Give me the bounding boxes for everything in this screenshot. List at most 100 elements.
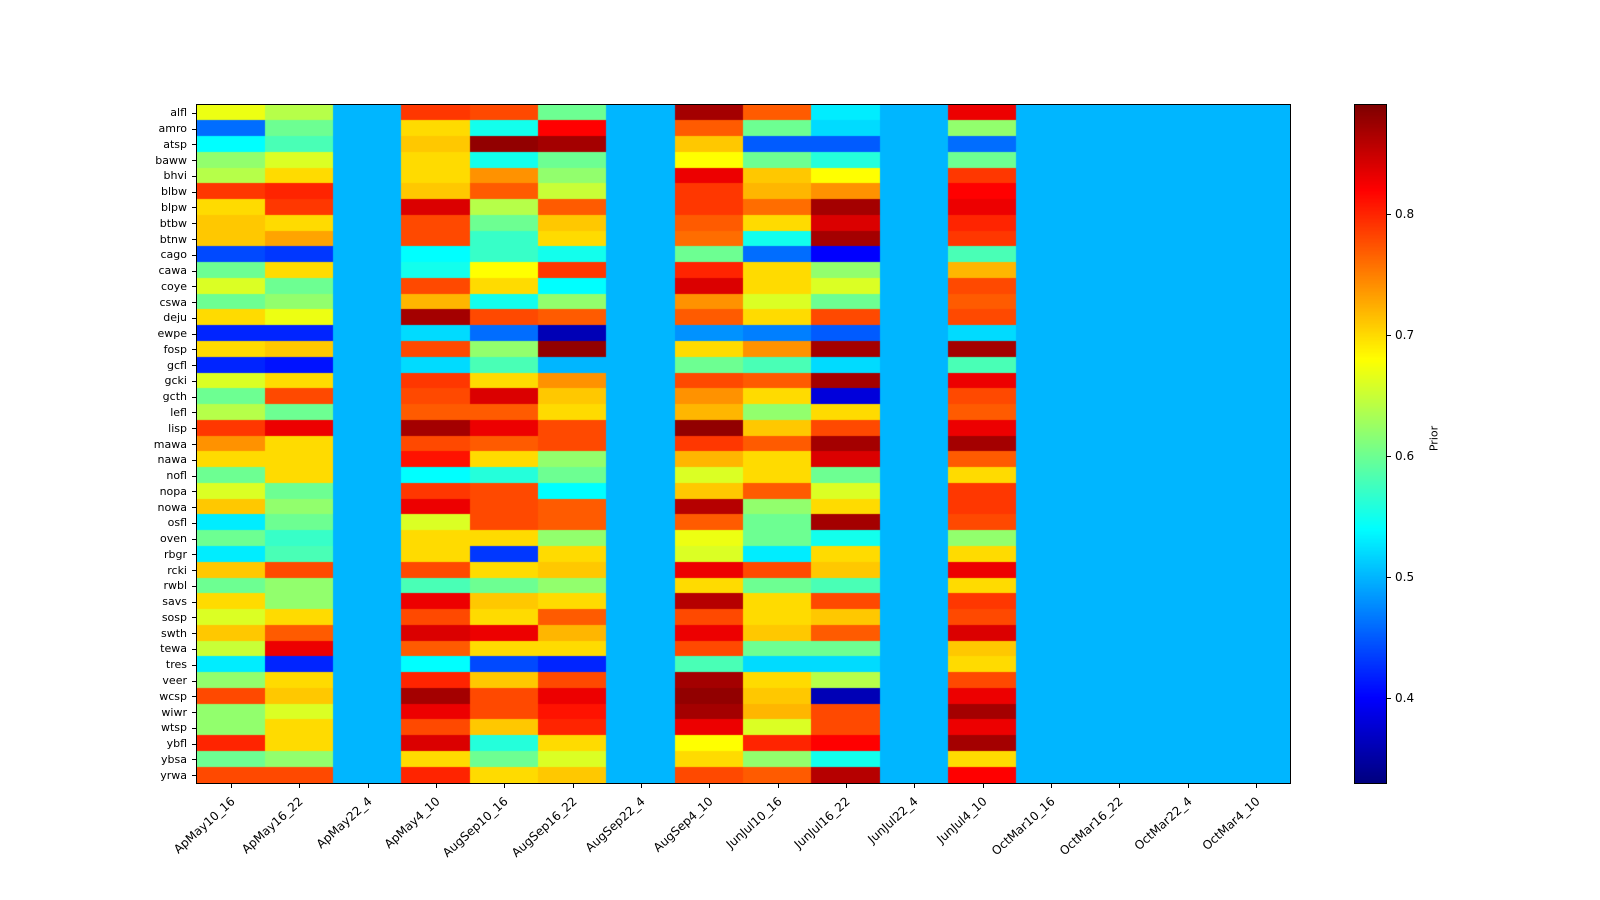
y-tick-label: cswa [159, 295, 187, 309]
y-tick-label: nawa [157, 453, 187, 467]
y-tick-mark [192, 696, 196, 698]
y-tick-mark [192, 775, 196, 777]
y-tick-label: nowa [157, 500, 187, 514]
y-tick-label: bhvi [163, 169, 187, 183]
y-tick-mark [192, 633, 196, 635]
y-tick-label: gcfl [167, 358, 187, 372]
colorbar-tick-mark [1387, 456, 1391, 458]
y-tick-label: atsp [163, 137, 187, 151]
y-tick-mark [192, 270, 196, 272]
colorbar-canvas [1355, 105, 1386, 783]
x-tick-label: AugSep10_16 [440, 794, 512, 860]
y-tick-mark [192, 365, 196, 367]
x-tick-mark [504, 784, 506, 788]
x-tick-label: JunJul16_22 [791, 794, 853, 852]
y-tick-label: rbgr [163, 547, 187, 561]
y-tick-label: savs [162, 595, 187, 609]
y-tick-label: rwbl [163, 579, 187, 593]
y-tick-mark [192, 144, 196, 146]
x-tick-mark [641, 784, 643, 788]
x-tick-label: JunJul10_16 [723, 794, 785, 852]
y-tick-mark [192, 207, 196, 209]
y-tick-mark [192, 570, 196, 572]
y-tick-label: tres [165, 658, 187, 672]
plot-area [196, 104, 1291, 784]
y-tick-mark [192, 349, 196, 351]
colorbar-tick-label: 0.5 [1395, 570, 1415, 585]
y-tick-mark [192, 680, 196, 682]
y-tick-label: sosp [161, 610, 187, 624]
y-tick-mark [192, 585, 196, 587]
y-tick-label: btbw [159, 216, 187, 230]
y-tick-mark [192, 112, 196, 114]
y-tick-label: gcki [164, 374, 187, 388]
y-tick-mark [192, 601, 196, 603]
x-tick-mark [1050, 784, 1052, 788]
y-tick-mark [192, 522, 196, 524]
x-tick-label: ApMay22_4 [313, 794, 375, 852]
y-tick-mark [192, 712, 196, 714]
colorbar-tick-label: 0.7 [1395, 328, 1415, 343]
heatmap-canvas [197, 105, 1290, 783]
y-tick-mark [192, 380, 196, 382]
y-tick-mark [192, 538, 196, 540]
colorbar-tick-mark [1387, 213, 1391, 215]
colorbar-label: Prior [1427, 425, 1441, 452]
colorbar-tick-label: 0.6 [1395, 449, 1415, 464]
y-tick-mark [192, 317, 196, 319]
y-tick-mark [192, 459, 196, 461]
x-tick-label: AugSep22_4 [582, 794, 648, 855]
y-tick-label: blbw [160, 185, 187, 199]
y-tick-label: alfl [170, 106, 187, 120]
y-tick-mark [192, 239, 196, 241]
x-tick-label: ApMay4_10 [381, 794, 443, 852]
y-tick-label: baww [155, 153, 187, 167]
x-tick-mark [367, 784, 369, 788]
y-tick-mark [192, 491, 196, 493]
y-tick-label: swth [160, 626, 187, 640]
y-tick-mark [192, 302, 196, 304]
colorbar-tick-mark [1387, 577, 1391, 579]
y-tick-label: btnw [159, 232, 187, 246]
x-tick-label: ApMay16_22 [239, 794, 307, 857]
y-tick-mark [192, 396, 196, 398]
y-tick-label: fosp [163, 342, 187, 356]
x-tick-mark [845, 784, 847, 788]
y-tick-label: veer [162, 674, 187, 687]
y-tick-label: cawa [158, 264, 187, 278]
y-tick-mark [192, 617, 196, 619]
colorbar-tick-mark [1387, 698, 1391, 700]
x-tick-mark [1255, 784, 1257, 788]
x-tick-mark [231, 784, 233, 788]
y-tick-label: rcki [167, 563, 187, 577]
colorbar-tick-label: 0.8 [1395, 206, 1415, 221]
y-tick-label: oven [160, 532, 187, 546]
x-tick-label: ApMay10_16 [171, 794, 238, 857]
y-tick-label: wiwr [161, 705, 187, 719]
y-tick-label: amro [158, 122, 187, 136]
x-tick-mark [914, 784, 916, 788]
y-tick-label: coye [160, 279, 187, 293]
y-tick-mark [192, 444, 196, 445]
colorbar-tick-mark [1387, 335, 1391, 337]
x-tick-mark [572, 784, 574, 788]
y-tick-label: cago [160, 248, 187, 262]
y-tick-label: deju [163, 311, 187, 325]
x-tick-label: OctMar22_4 [1131, 794, 1195, 854]
y-tick-label: nofl [166, 469, 187, 483]
y-tick-mark [192, 412, 196, 414]
y-tick-label: blpw [160, 200, 187, 214]
x-tick-label: AugSep16_22 [508, 794, 580, 860]
y-tick-mark [192, 743, 196, 745]
y-tick-label: ybsa [161, 752, 187, 766]
y-tick-mark [192, 759, 196, 761]
y-tick-label: lisp [168, 421, 187, 435]
y-tick-mark [192, 286, 196, 288]
y-tick-mark [192, 175, 196, 177]
y-tick-mark [192, 128, 196, 130]
x-tick-label: OctMar10_16 [988, 794, 1058, 859]
y-tick-mark [192, 664, 196, 666]
x-tick-mark [1119, 784, 1121, 788]
y-tick-mark [192, 223, 196, 225]
x-tick-mark [982, 784, 984, 788]
